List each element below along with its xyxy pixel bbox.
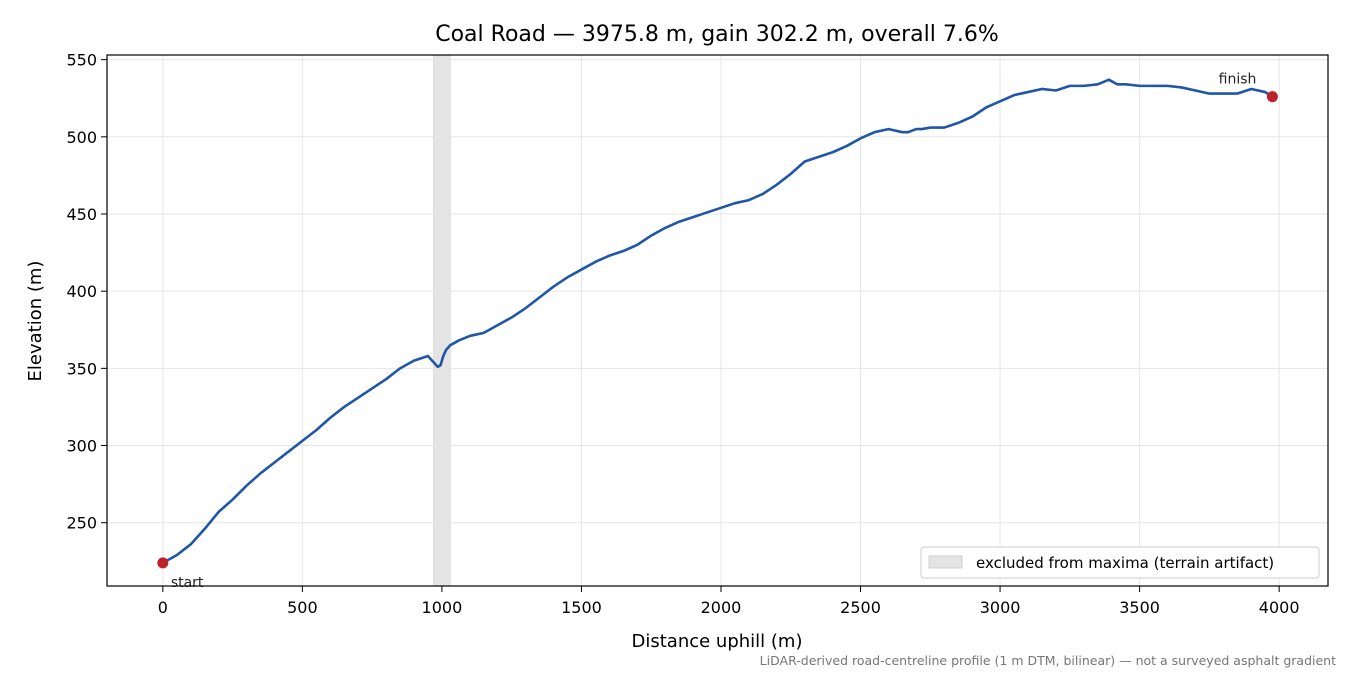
start-label: start (171, 575, 204, 591)
y-tick-label: 350 (66, 359, 97, 378)
y-tick-label: 450 (66, 205, 97, 224)
legend-label-excluded: excluded from maxima (terrain artifact) (976, 554, 1274, 572)
y-tick-label: 550 (66, 51, 97, 70)
x-tick-label: 4000 (1259, 598, 1300, 617)
elevation-series-line (161, 78, 1274, 565)
finish-marker (1266, 91, 1278, 103)
y-tick-label: 400 (66, 282, 97, 301)
footnote: LiDAR-derived road-centreline profile (1… (760, 653, 1336, 668)
start-marker (157, 557, 169, 569)
x-axis-ticks: 0 500 1000 1500 2000 2500 3000 3500 4000 (158, 586, 1300, 617)
x-tick-label: 500 (287, 598, 318, 617)
x-tick-label: 2500 (840, 598, 881, 617)
excluded-band (433, 54, 451, 587)
y-tick-label: 300 (66, 437, 97, 456)
y-axis-label: Elevation (m) (25, 261, 46, 382)
y-tick-label: 250 (66, 514, 97, 533)
x-tick-label: 1000 (422, 598, 463, 617)
finish-label: finish (1219, 72, 1257, 88)
y-tick-label: 500 (66, 128, 97, 147)
x-tick-label: 3500 (1119, 598, 1160, 617)
x-tick-label: 3000 (980, 598, 1021, 617)
legend-frame (920, 546, 1320, 579)
x-tick-label: 0 (158, 598, 168, 617)
marker-layer: start finish (157, 72, 1278, 591)
excluded-band-layer (433, 54, 451, 587)
x-tick-label: 1500 (561, 598, 602, 617)
chart-title: Coal Road — 3975.8 m, gain 302.2 m, over… (435, 22, 999, 47)
x-tick-label: 2000 (701, 598, 742, 617)
plot-frame (106, 54, 1329, 587)
legend-swatch-excluded (928, 555, 963, 569)
series-layer (161, 78, 1274, 565)
legend: excluded from maxima (terrain artifact) (920, 546, 1320, 579)
y-axis-ticks: 250 300 350 400 450 500 550 (66, 51, 107, 533)
x-axis-label: Distance uphill (m) (632, 631, 803, 652)
